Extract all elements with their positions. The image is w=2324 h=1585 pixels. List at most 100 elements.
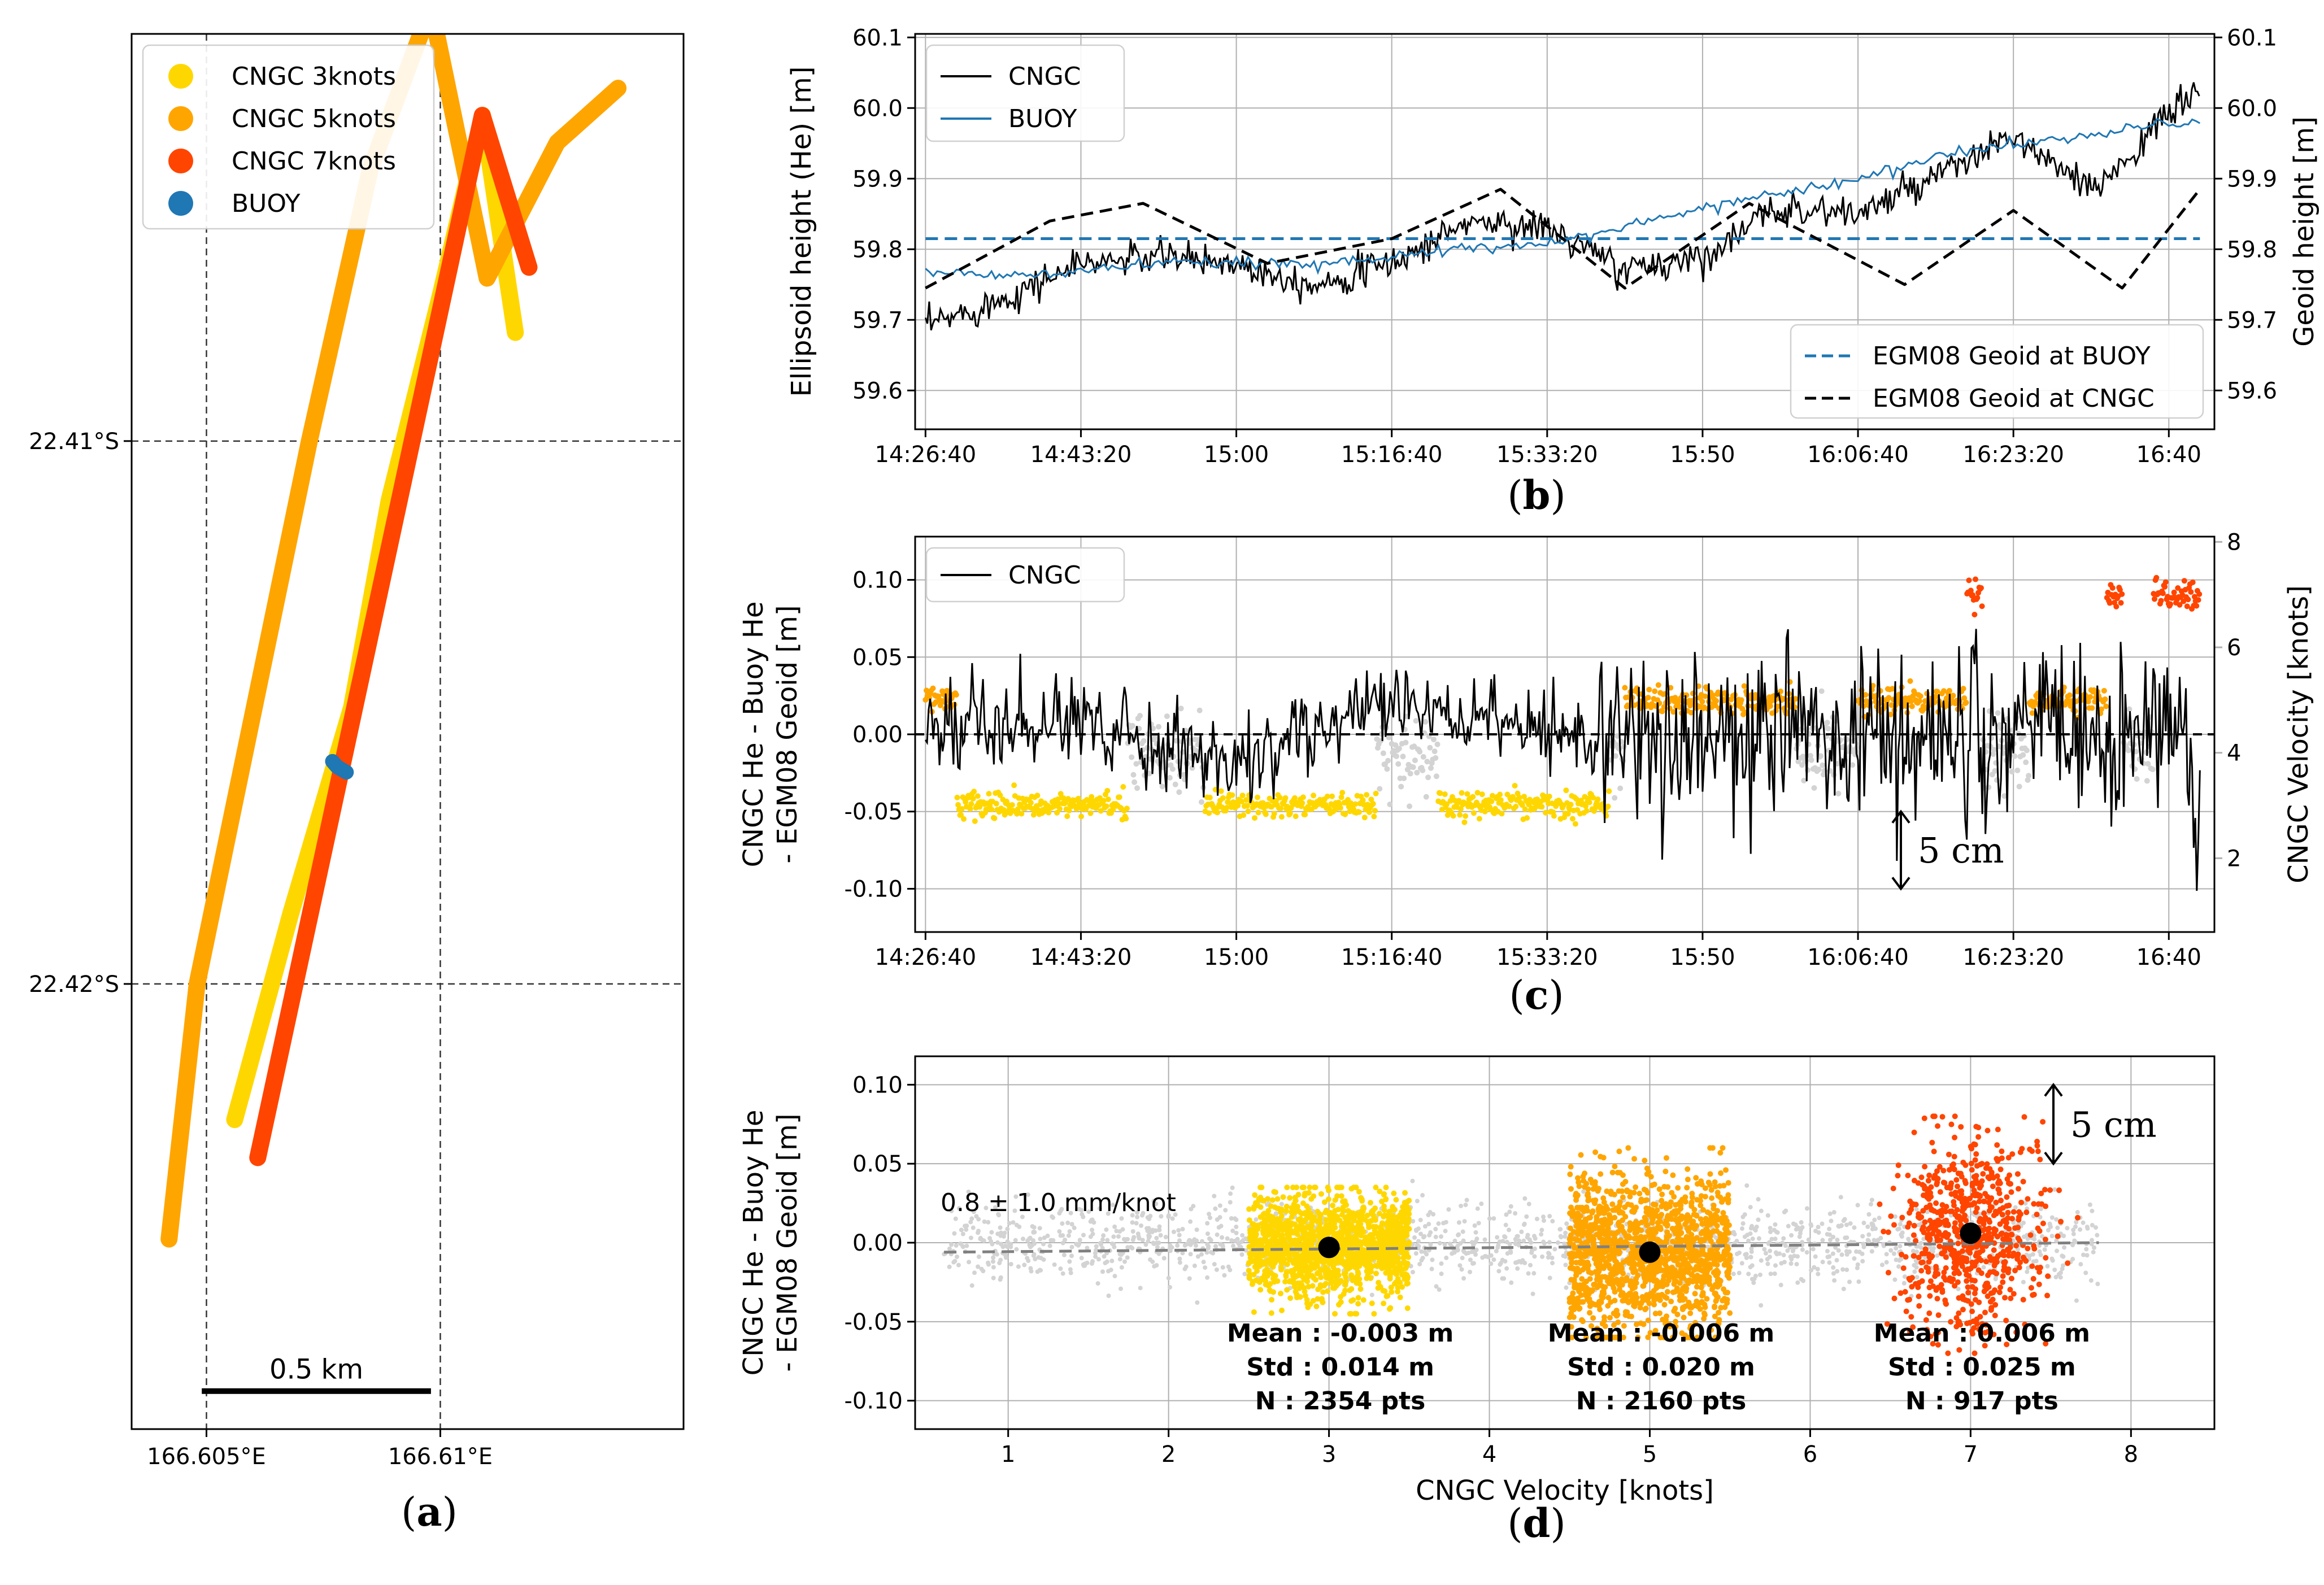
velocity-point-colored — [1655, 682, 1661, 688]
all-velocity-point — [1502, 1234, 1507, 1239]
velocity-point-colored — [2195, 597, 2201, 603]
all-velocity-point — [967, 1260, 972, 1265]
all-velocity-point — [972, 1270, 977, 1275]
all-velocity-point — [1442, 1242, 1447, 1247]
velocity-point-colored — [1479, 791, 1485, 798]
all-velocity-point — [2021, 1220, 2026, 1225]
all-velocity-point — [1759, 1208, 1764, 1213]
group-point — [1357, 1286, 1364, 1292]
all-velocity-point — [1189, 1239, 1194, 1244]
all-velocity-point — [1740, 1221, 1746, 1226]
velocity-point — [1129, 722, 1135, 729]
group-point — [1289, 1205, 1295, 1211]
velocity-point — [1385, 757, 1391, 764]
x-tick-label: 15:00 — [1204, 442, 1269, 468]
velocity-point-colored — [986, 791, 992, 797]
velocity-point-colored — [1089, 794, 1095, 800]
group-point — [1302, 1225, 1308, 1231]
all-velocity-point — [1833, 1245, 1838, 1250]
group-point — [1294, 1208, 1300, 1214]
group-point — [1313, 1303, 1320, 1309]
velocity-point — [1407, 803, 1413, 809]
all-velocity-point — [1093, 1254, 1098, 1259]
velocity-point-colored — [1960, 686, 1966, 692]
velocity-point — [1420, 767, 1426, 773]
velocity-point — [2125, 747, 2131, 754]
all-velocity-point — [1088, 1234, 1093, 1239]
group-point — [1339, 1212, 1345, 1218]
all-velocity-point — [2071, 1231, 2076, 1236]
all-velocity-point — [1446, 1207, 1451, 1212]
group-point — [1330, 1264, 1337, 1270]
velocity-point-colored — [2153, 574, 2160, 581]
all-velocity-point — [1025, 1192, 1030, 1197]
group-point — [1270, 1259, 1277, 1265]
all-velocity-point — [1855, 1203, 1860, 1208]
velocity-point-colored — [1543, 809, 1549, 816]
group-point — [1284, 1287, 1290, 1293]
velocity-point-colored — [930, 685, 936, 691]
group-point — [1368, 1264, 1374, 1270]
group-point — [1391, 1255, 1397, 1261]
all-velocity-point — [1496, 1269, 1502, 1274]
all-velocity-point — [1884, 1252, 1889, 1257]
group-point — [1354, 1263, 1360, 1269]
velocity-point-colored — [2109, 585, 2116, 591]
velocity-point — [1393, 753, 1399, 759]
velocity-point — [1988, 735, 1995, 741]
all-velocity-point — [1077, 1238, 1082, 1243]
all-velocity-point — [1788, 1261, 1794, 1266]
velocity-point-colored — [1498, 797, 1504, 803]
all-velocity-point — [2095, 1281, 2100, 1286]
velocity-point-colored — [2171, 589, 2177, 595]
all-velocity-point — [1841, 1286, 1846, 1291]
all-velocity-point — [1104, 1227, 1109, 1232]
velocity-point — [1430, 737, 1437, 743]
all-velocity-point — [1816, 1272, 1821, 1277]
all-velocity-point — [1816, 1225, 1821, 1230]
all-velocity-point — [2084, 1247, 2089, 1252]
velocity-point-colored — [1459, 790, 1465, 796]
all-velocity-point — [1464, 1198, 1469, 1203]
y-tick-label: 59.8 — [852, 237, 903, 263]
all-velocity-point — [2034, 1259, 2039, 1264]
all-velocity-point — [1495, 1245, 1500, 1250]
all-velocity-point — [1540, 1214, 1546, 1220]
all-velocity-point — [1215, 1232, 1220, 1237]
all-velocity-point — [1749, 1246, 1754, 1251]
all-velocity-point — [1547, 1240, 1552, 1245]
all-velocity-point — [968, 1220, 973, 1225]
group-point — [1663, 1155, 1669, 1161]
all-velocity-point — [996, 1201, 1001, 1206]
velocity-point-colored — [1241, 812, 1247, 818]
all-velocity-point — [1848, 1221, 1853, 1226]
all-velocity-point — [1045, 1233, 1050, 1238]
velocity-point-colored — [1105, 796, 1111, 803]
velocity-point-colored — [1098, 808, 1104, 814]
all-velocity-point — [1765, 1261, 1770, 1266]
all-velocity-point — [1898, 1244, 1903, 1249]
velocity-point — [1129, 754, 1135, 760]
all-velocity-point — [1079, 1256, 1084, 1261]
velocity-point — [1427, 744, 1433, 751]
all-velocity-point — [976, 1254, 981, 1259]
velocity-point — [1423, 794, 1429, 800]
all-velocity-point — [1788, 1254, 1793, 1259]
group-point — [1359, 1213, 1365, 1219]
all-velocity-point — [1205, 1242, 1210, 1247]
all-velocity-point — [2094, 1225, 2099, 1230]
group-point — [1395, 1284, 1401, 1291]
all-velocity-point — [1756, 1217, 1761, 1222]
all-velocity-point — [1795, 1254, 1800, 1259]
all-velocity-point — [951, 1260, 956, 1265]
all-velocity-point — [1223, 1208, 1228, 1213]
all-velocity-point — [1155, 1244, 1160, 1249]
velocity-point-colored — [1442, 791, 1448, 798]
velocity-point-colored — [1066, 808, 1072, 814]
all-velocity-point — [1869, 1249, 1874, 1254]
all-velocity-point — [989, 1230, 994, 1235]
group-point — [1371, 1310, 1377, 1317]
all-velocity-point — [1844, 1222, 1849, 1227]
all-velocity-point — [1151, 1242, 1156, 1247]
